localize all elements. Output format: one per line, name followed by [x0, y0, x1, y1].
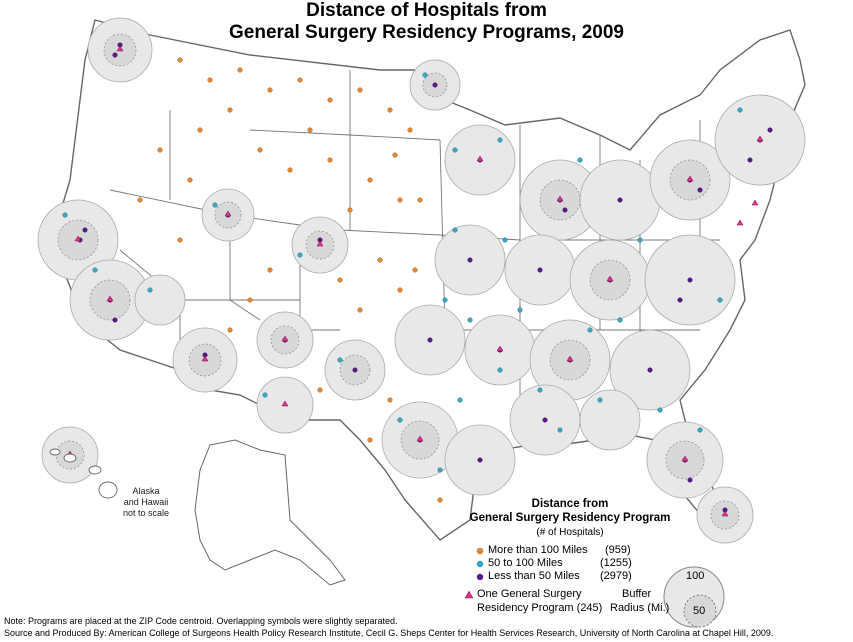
hospitals-50-to-100	[62, 72, 743, 473]
inset-note-line: not to scale	[122, 508, 170, 518]
alaska-inset	[194, 439, 346, 586]
legend-title-line2: General Surgery Residency Program	[469, 512, 671, 524]
footer-source: Source and Produced By: American College…	[4, 628, 774, 638]
legend-title-line1: Distance from	[531, 498, 609, 510]
inset-note-line: and Hawaii	[123, 497, 169, 507]
hawaii-inset	[49, 448, 118, 499]
legend-buffer-label-line1: Buffer	[622, 588, 652, 600]
legend-program-triangle	[464, 590, 474, 599]
legend-symbols	[464, 547, 725, 628]
legend-program-label-line1: One General Surgery	[477, 588, 582, 600]
legend-label-50-to-100: 50 to 100 Miles	[488, 557, 563, 569]
legend-label-more-than-100: More than 100 Miles	[488, 544, 588, 556]
hospitals-more-than-100	[137, 57, 443, 503]
map-title-line2: General Surgery Residency Programs, 2009	[229, 22, 624, 43]
map-title-line1: Distance of Hospitals from	[306, 0, 547, 21]
legend-program-label-line2: Residency Program (245)	[477, 602, 603, 614]
legend-dot-less-than-50	[476, 573, 484, 581]
legend-label-less-than-50: Less than 50 Miles	[488, 570, 580, 582]
legend-subtitle: (# of Hospitals)	[536, 527, 604, 538]
legend-buffer-inner	[683, 594, 717, 628]
inset-note-line: Alaska	[132, 486, 160, 496]
legend-count-less-than-50: (2979)	[600, 570, 632, 582]
legend-buffer-inner-value: 50	[693, 605, 706, 617]
footer-note: Note: Programs are placed at the ZIP Cod…	[4, 616, 398, 626]
legend-dot-more-than-100	[476, 547, 484, 555]
legend-buffer-label-line2: Radius (Mi.)	[610, 602, 670, 614]
legend-dot-50-to-100	[476, 560, 484, 568]
legend-buffer-outer-value: 100	[686, 570, 705, 582]
legend-count-50-to-100: (1255)	[600, 557, 632, 569]
legend-count-more-than-100: (959)	[605, 544, 631, 556]
inset-note: Alaska and Hawaii not to scale	[116, 486, 176, 519]
